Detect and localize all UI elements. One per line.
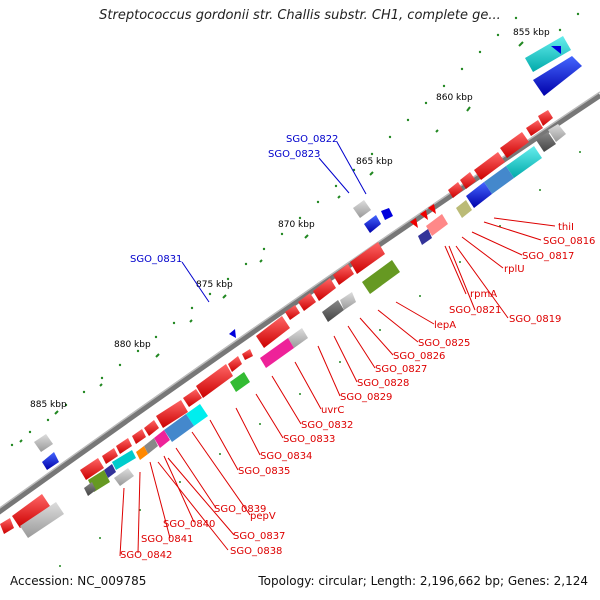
gene-label: pepV — [250, 511, 276, 522]
kbp-label-865: 865 kbp — [356, 157, 393, 167]
gene-arrow — [551, 46, 561, 54]
gene-arrow — [525, 36, 571, 72]
gene-label: SGO_0825 — [418, 338, 470, 349]
gene-box — [353, 200, 371, 218]
gene-label: lepA — [434, 320, 456, 331]
gene-arrow — [364, 215, 381, 233]
gene-label: SGO_0841 — [141, 534, 193, 545]
gene-box — [34, 434, 53, 452]
gene-label: SGO_0827 — [375, 364, 427, 375]
gene-label: rplU — [504, 264, 525, 275]
gene-label: SGO_0817 — [522, 251, 574, 262]
gene-label: SGO_0823 — [268, 149, 320, 160]
kbp-tick-marks — [19, 41, 524, 443]
blue-leader-lines — [181, 141, 367, 303]
gene-label: SGO_0840 — [163, 519, 215, 530]
gene-arrow — [533, 56, 582, 96]
gene-label: SGO_0829 — [340, 392, 392, 403]
kbp-label-885: 885 kbp — [30, 400, 67, 410]
gene-label: SGO_0842 — [120, 550, 172, 561]
blue-gene-labels: SGO_0822 SGO_0823 SGO_0831 — [130, 134, 338, 265]
gene-label: SGO_0834 — [260, 451, 312, 462]
gene-label: thiI — [558, 222, 574, 233]
gene-label: SGO_0838 — [230, 546, 282, 557]
gene-label: SGO_0819 — [509, 314, 561, 325]
gene-arrow — [42, 452, 59, 470]
gene-label: SGO_0822 — [286, 134, 338, 145]
gene-arrow — [381, 208, 393, 220]
gene-label: SGO_0828 — [357, 378, 409, 389]
kbp-label-875: 875 kbp — [196, 280, 233, 290]
forward-genes-outer[interactable] — [34, 36, 582, 470]
gene-label: SGO_0832 — [301, 420, 353, 431]
outer-dotted-track — [10, 12, 580, 447]
kbp-label-880: 880 kbp — [114, 340, 151, 350]
kbp-labels: 855 kbp 860 kbp 865 kbp 870 kbp 875 kbp … — [30, 28, 550, 410]
kbp-label-855: 855 kbp — [513, 28, 550, 38]
gene-label: SGO_0826 — [393, 351, 445, 362]
kbp-label-860: 860 kbp — [436, 93, 473, 103]
red-leader-lines — [119, 217, 556, 557]
genome-title: Streptococcus gordonii str. Challis subs… — [99, 8, 501, 23]
gene-label: SGO_0816 — [543, 236, 595, 247]
forward-genes-inner[interactable] — [0, 110, 553, 534]
gene-label: SGO_0835 — [238, 466, 290, 477]
accession-text: Accession: NC_009785 — [10, 574, 147, 588]
topology-text: Topology: circular; Length: 2,196,662 bp… — [258, 574, 588, 588]
gene-label: SGO_0831 — [130, 254, 182, 265]
kbp-label-870: 870 kbp — [278, 220, 315, 230]
gene-label: SGO_0821 — [449, 305, 501, 316]
red-gene-labels: thiI SGO_0816 SGO_0817 rplU rpmA SGO_082… — [120, 222, 595, 561]
gene-label: SGO_0839 — [214, 504, 266, 515]
gene-label: rpmA — [470, 289, 497, 300]
gene-label: uvrC — [321, 405, 344, 416]
gene-arrow — [229, 329, 236, 338]
reverse-genes-inner[interactable] — [20, 124, 566, 538]
gene-label: SGO_0833 — [283, 434, 335, 445]
gene-label: SGO_0837 — [233, 531, 285, 542]
